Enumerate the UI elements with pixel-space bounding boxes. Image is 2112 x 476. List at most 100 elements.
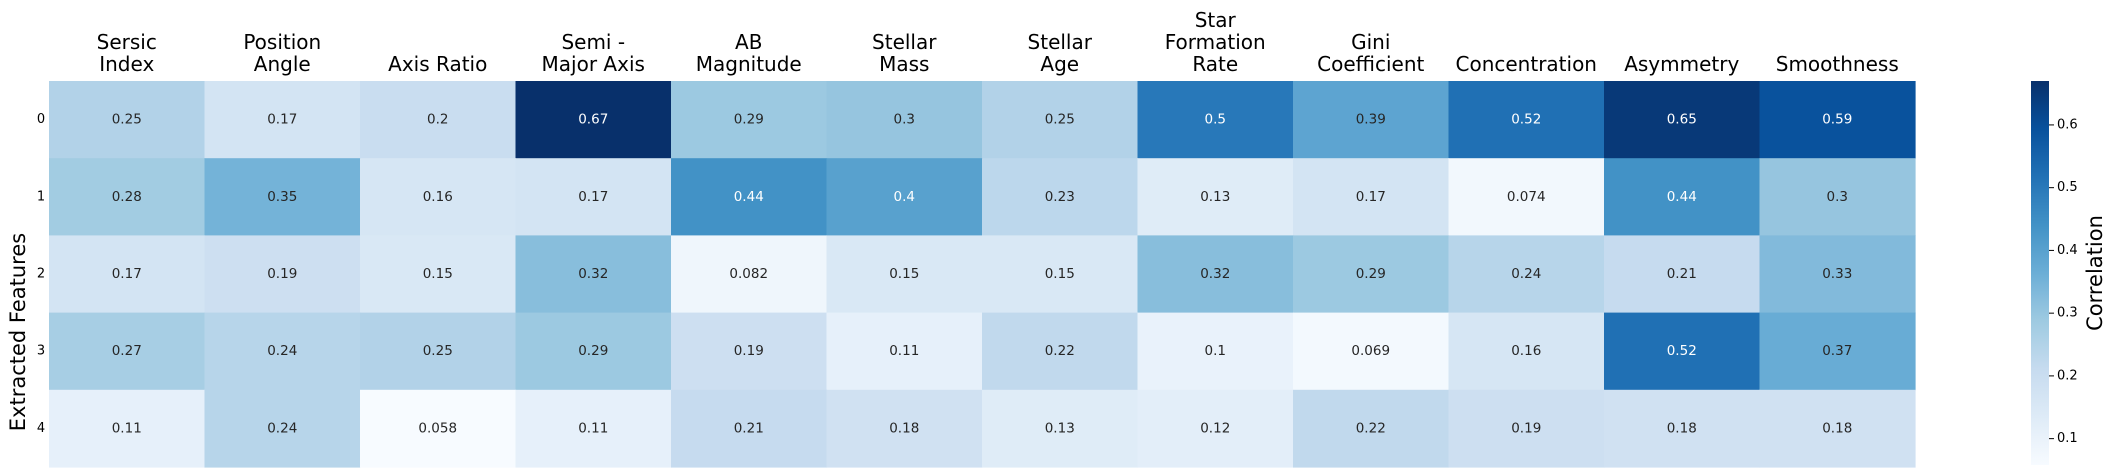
heatmap-cell bbox=[1448, 235, 1605, 314]
colorbar-tick-label: 0.3 bbox=[2057, 306, 2078, 321]
cell-value-label: 0.24 bbox=[1511, 266, 1541, 282]
cell-value-label: 0.069 bbox=[1351, 343, 1390, 359]
heatmap-cells: 0.25 0.17 0.2 0.67 0.29 0.3 0.25 0.5 0.39 0.52 0.6… bbox=[49, 81, 1916, 468]
cell-value-label: 0.44 bbox=[734, 189, 764, 205]
column-label: Asymmetry bbox=[1624, 52, 1739, 76]
column-label: Star bbox=[1195, 8, 1237, 32]
heatmap-cell bbox=[671, 312, 828, 391]
cell-value-label: 0.39 bbox=[1356, 112, 1386, 128]
heatmap-cell bbox=[360, 81, 517, 159]
cell-value-label: 0.22 bbox=[1356, 420, 1386, 436]
column-label: Age bbox=[1040, 52, 1079, 76]
heatmap-cell bbox=[1448, 81, 1605, 159]
heatmap-cell bbox=[49, 235, 206, 314]
column-label: Semi - bbox=[561, 30, 625, 54]
cell-value-label: 0.18 bbox=[1822, 420, 1852, 436]
cell-value-label: 0.19 bbox=[1511, 420, 1541, 436]
heatmap-cell bbox=[49, 81, 206, 159]
column-label: AB bbox=[735, 30, 762, 54]
colorbar-tick-label: 0.1 bbox=[2057, 431, 2078, 446]
cell-value-label: 0.15 bbox=[423, 266, 453, 282]
cell-value-label: 0.25 bbox=[112, 112, 142, 128]
heatmap-cell bbox=[1137, 389, 1294, 468]
colorbar-ticks: 0.1 0.2 0.3 0.4 0.5 0.6 bbox=[2049, 117, 2078, 446]
cell-value-label: 0.52 bbox=[1667, 343, 1697, 359]
heatmap-cell bbox=[360, 312, 517, 391]
column-label: Index bbox=[99, 52, 154, 76]
cell-value-label: 0.22 bbox=[1045, 343, 1075, 359]
heatmap-cell bbox=[49, 158, 206, 236]
heatmap-cell bbox=[982, 389, 1139, 468]
heatmap-cell bbox=[826, 235, 983, 314]
heatmap-cell bbox=[1604, 389, 1761, 468]
cell-value-label: 0.058 bbox=[418, 420, 457, 436]
row-label: 2 bbox=[37, 267, 45, 282]
heatmap-cell bbox=[515, 158, 672, 236]
heatmap-cell bbox=[1759, 81, 1916, 159]
cell-value-label: 0.21 bbox=[734, 420, 764, 436]
cell-value-label: 0.35 bbox=[267, 189, 297, 205]
heatmap-cell bbox=[1759, 389, 1916, 468]
heatmap-cell bbox=[826, 158, 983, 236]
heatmap-cell bbox=[515, 81, 672, 159]
column-label: Mass bbox=[879, 52, 929, 76]
cell-value-label: 0.074 bbox=[1507, 189, 1546, 205]
heatmap-cell bbox=[1293, 389, 1450, 468]
cell-value-label: 0.1 bbox=[1205, 343, 1226, 359]
heatmap-cell bbox=[1293, 312, 1450, 391]
heatmap-cell bbox=[204, 235, 361, 314]
cell-value-label: 0.3 bbox=[894, 112, 915, 128]
cell-value-label: 0.11 bbox=[889, 343, 919, 359]
heatmap-cell bbox=[671, 81, 828, 159]
column-label: Coefficient bbox=[1317, 52, 1424, 76]
cell-value-label: 0.13 bbox=[1045, 420, 1075, 436]
cell-value-label: 0.082 bbox=[729, 266, 768, 282]
heatmap-cell bbox=[1759, 158, 1916, 236]
cell-value-label: 0.19 bbox=[267, 266, 297, 282]
column-label: Formation bbox=[1165, 30, 1266, 54]
cell-value-label: 0.18 bbox=[1667, 420, 1697, 436]
heatmap-cell bbox=[982, 312, 1139, 391]
cell-value-label: 0.15 bbox=[1045, 266, 1075, 282]
cell-value-label: 0.29 bbox=[1356, 266, 1386, 282]
cell-value-label: 0.12 bbox=[1200, 420, 1230, 436]
cell-value-label: 0.15 bbox=[889, 266, 919, 282]
heatmap-cell bbox=[360, 389, 517, 468]
cell-value-label: 0.17 bbox=[1356, 189, 1386, 205]
cell-value-label: 0.4 bbox=[894, 189, 915, 205]
heatmap-cell bbox=[1137, 312, 1294, 391]
cell-value-label: 0.11 bbox=[578, 420, 608, 436]
column-label: Axis Ratio bbox=[388, 52, 487, 76]
cell-value-label: 0.16 bbox=[1511, 343, 1541, 359]
heatmap-cell bbox=[515, 389, 672, 468]
heatmap-cell bbox=[1137, 81, 1294, 159]
row-label: 0 bbox=[37, 112, 45, 127]
heatmap-cell bbox=[982, 81, 1139, 159]
column-label: Concentration bbox=[1456, 52, 1597, 76]
cell-value-label: 0.18 bbox=[889, 420, 919, 436]
column-label: Angle bbox=[254, 52, 311, 76]
column-label: Stellar bbox=[872, 30, 937, 54]
heatmap-cell bbox=[1604, 158, 1761, 236]
column-label: Rate bbox=[1192, 52, 1238, 76]
heatmap-cell bbox=[515, 312, 672, 391]
cell-value-label: 0.59 bbox=[1822, 112, 1852, 128]
cell-value-label: 0.67 bbox=[578, 112, 608, 128]
row-label: 1 bbox=[37, 189, 45, 204]
heatmap-cell bbox=[49, 389, 206, 468]
colorbar-tick-label: 0.6 bbox=[2057, 117, 2078, 132]
cell-value-label: 0.29 bbox=[734, 112, 764, 128]
y-axis-title: Extracted Features bbox=[6, 233, 30, 431]
heatmap-cell bbox=[204, 158, 361, 236]
cell-value-label: 0.32 bbox=[1200, 266, 1230, 282]
cell-value-label: 0.24 bbox=[267, 343, 297, 359]
heatmap-cell bbox=[1137, 158, 1294, 236]
column-label: Gini bbox=[1351, 30, 1390, 54]
cell-value-label: 0.2 bbox=[427, 112, 448, 128]
cell-value-label: 0.65 bbox=[1667, 112, 1697, 128]
heatmap-cell bbox=[1604, 235, 1761, 314]
cell-value-label: 0.3 bbox=[1827, 189, 1848, 205]
colorbar bbox=[2031, 81, 2049, 465]
